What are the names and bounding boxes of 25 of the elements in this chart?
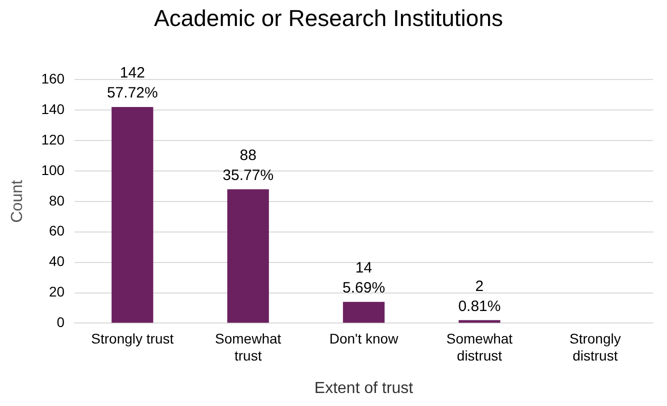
x-tick-label: Strongly distrust [569,330,621,364]
data-label: 88 35.77% [222,146,274,184]
y-tick-label: 0 [56,314,65,330]
x-tick-label: Somewhat trust [215,330,282,364]
chart-title: Academic or Research Institutions [154,5,503,32]
y-tick-label: 140 [41,100,65,117]
data-label: 14 5.69% [342,260,386,297]
y-tick-label: 20 [48,284,65,300]
y-tick-label: 120 [41,131,65,148]
y-tick-label: 160 [41,70,65,86]
y-tick-label: 40 [48,253,65,270]
y-tick-label: 80 [48,192,65,208]
x-tick-label: Somewhat distrust [446,330,513,364]
bar [112,107,154,323]
x-tick-label: Don't know [329,330,400,346]
data-label: 142 57.72% [106,64,158,102]
y-axis-title: Count [9,180,26,223]
y-tick-label: 60 [48,222,65,239]
data-label: 2 0.81% [458,278,501,315]
bar [227,189,269,323]
x-tick-label: Strongly trust [91,330,174,346]
y-tick-label: 100 [41,162,65,178]
bar [342,302,385,323]
x-axis-title: Extent of trust [314,380,414,397]
bar [458,320,500,323]
